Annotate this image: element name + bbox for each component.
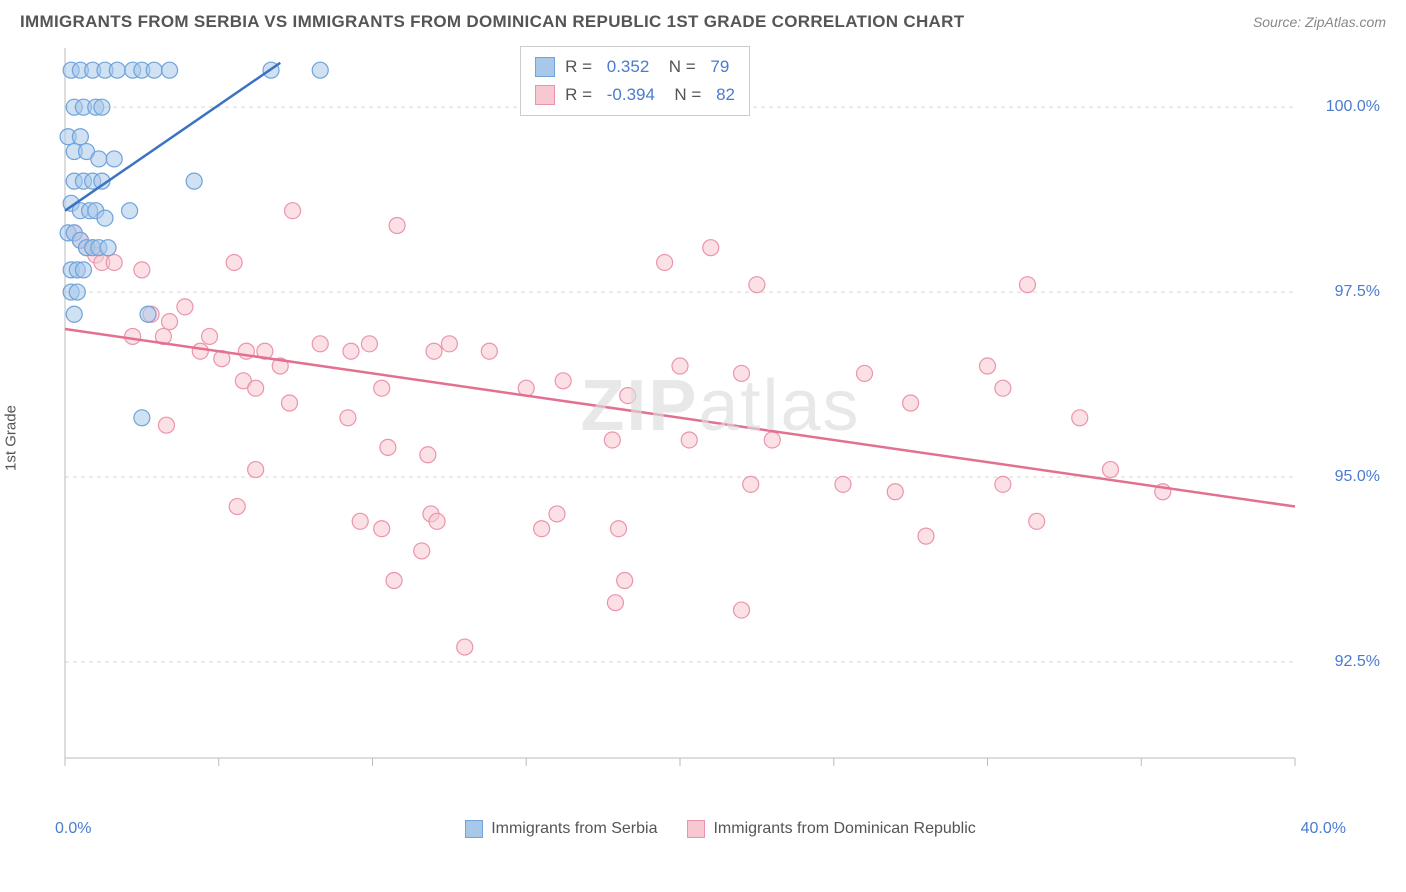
correlation-legend: R = 0.352 N = 79 R = -0.394 N = 82 xyxy=(520,46,750,116)
y-tick-label: 97.5% xyxy=(1335,283,1380,301)
x-max-label: 40.0% xyxy=(1301,820,1346,838)
series-legend: 0.0% 40.0% Immigrants from Serbia Immigr… xyxy=(55,820,1386,838)
scatter-plot xyxy=(55,38,1385,798)
y-tick-label: 95.0% xyxy=(1335,468,1380,486)
source-label: Source: ZipAtlas.com xyxy=(1253,14,1386,30)
x-min-label: 0.0% xyxy=(55,820,91,838)
swatch-series-b xyxy=(535,85,555,105)
chart-title: IMMIGRANTS FROM SERBIA VS IMMIGRANTS FRO… xyxy=(20,12,964,32)
chart-area: 1st Grade ZIPatlas R = 0.352 N = 79 R = … xyxy=(55,38,1386,838)
y-axis-label: 1st Grade xyxy=(3,405,20,471)
y-tick-label: 100.0% xyxy=(1326,98,1380,116)
stat-row-b: R = -0.394 N = 82 xyxy=(535,81,735,109)
legend-item-a: Immigrants from Serbia xyxy=(465,820,657,838)
legend-swatch-a xyxy=(465,820,483,838)
legend-item-b: Immigrants from Dominican Republic xyxy=(687,820,975,838)
swatch-series-a xyxy=(535,57,555,77)
legend-swatch-b xyxy=(687,820,705,838)
stat-row-a: R = 0.352 N = 79 xyxy=(535,53,735,81)
y-tick-label: 92.5% xyxy=(1335,653,1380,671)
